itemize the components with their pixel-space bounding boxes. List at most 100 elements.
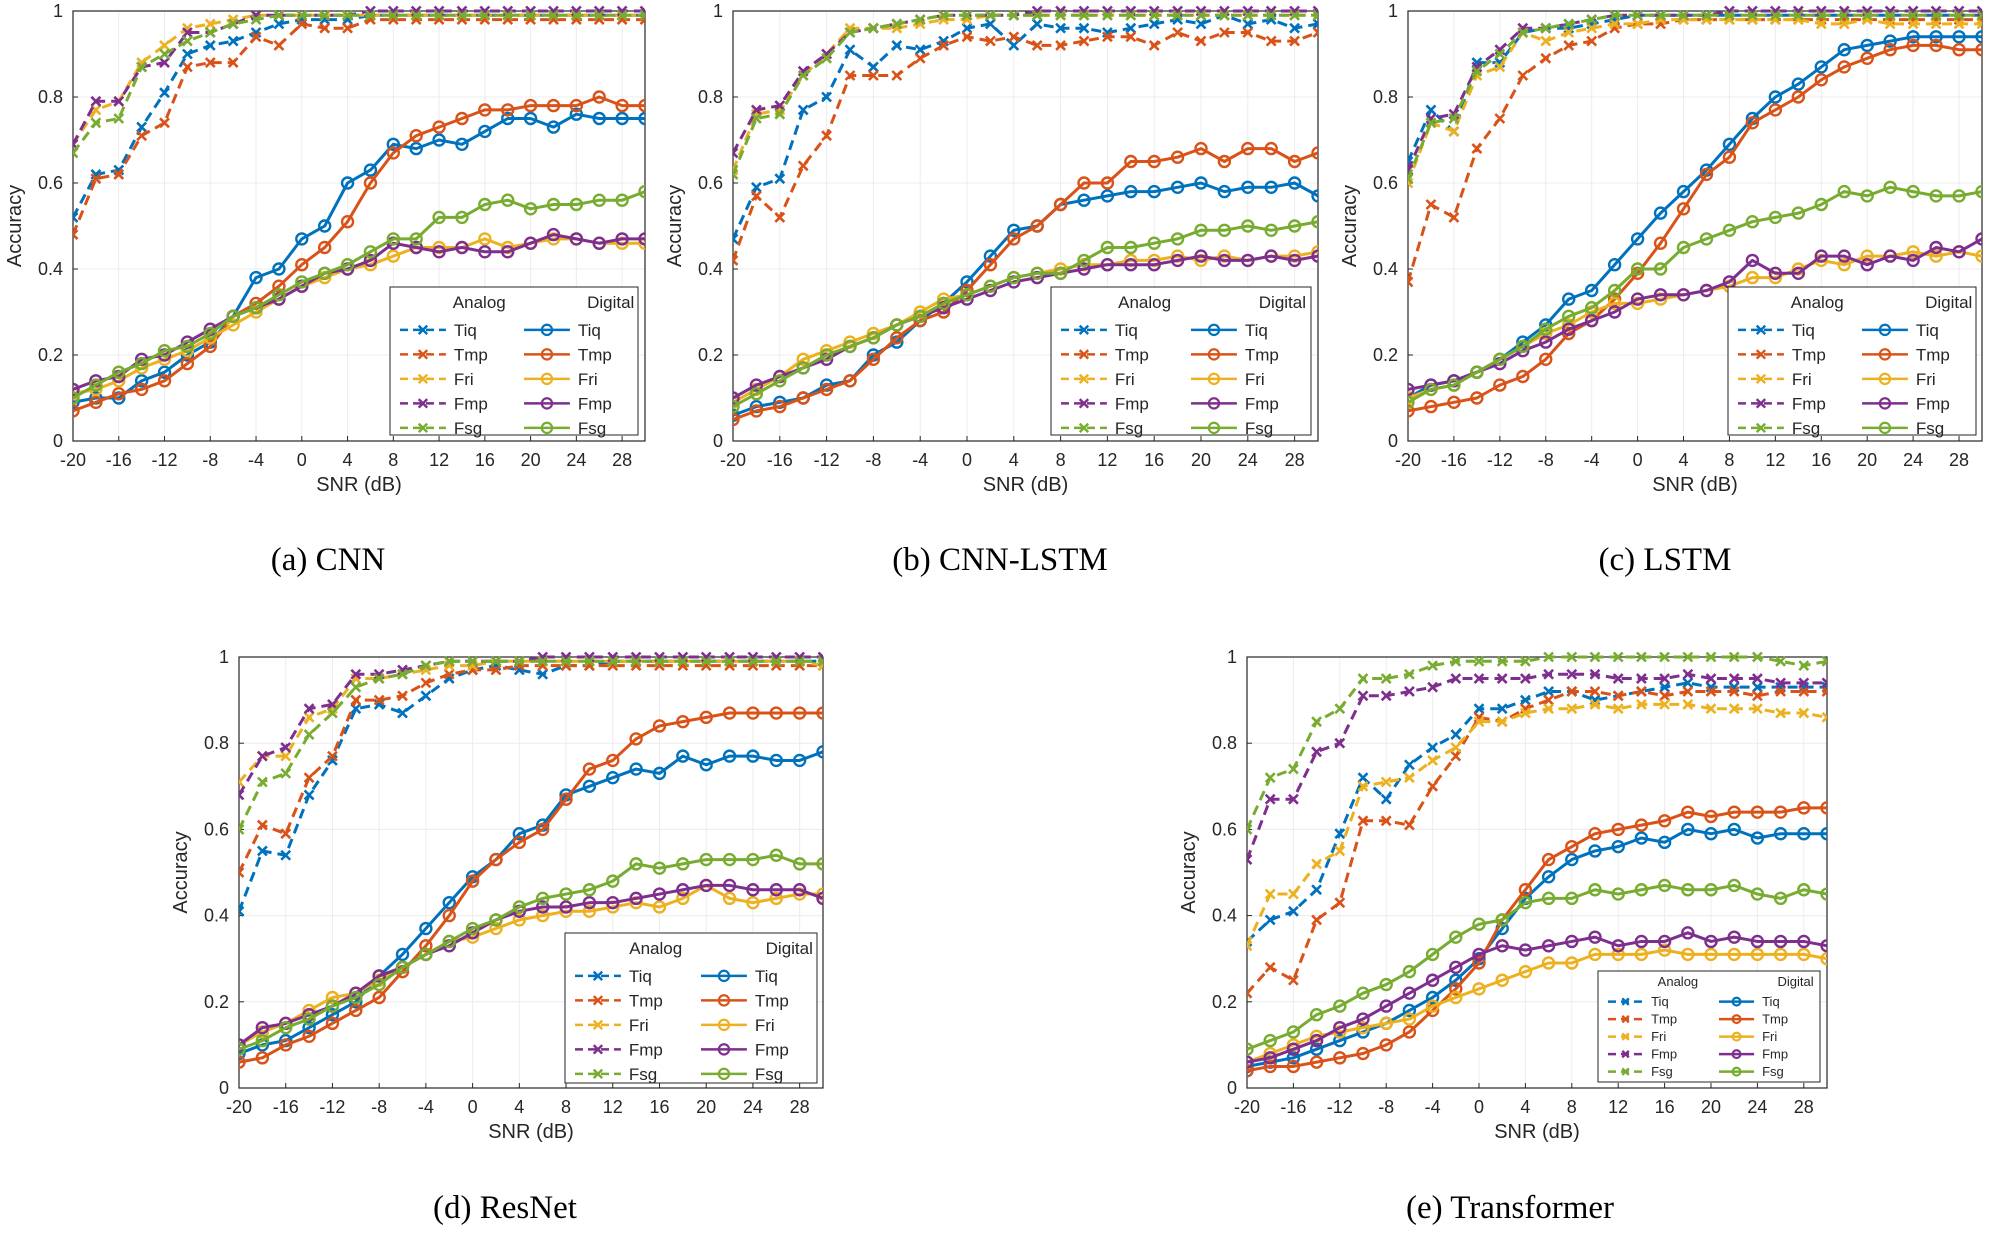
data-point-x-marker bbox=[548, 9, 559, 21]
data-point-circle-marker bbox=[1247, 1064, 1254, 1078]
data-point-circle-marker bbox=[1124, 240, 1138, 255]
data-point-circle-marker bbox=[1402, 1003, 1417, 1018]
data-point-circle-marker bbox=[134, 382, 149, 397]
legend-label-digital-fri: Fri bbox=[755, 1016, 775, 1035]
legend-label-digital-fmp: Fmp bbox=[1245, 394, 1279, 413]
data-point-circle-marker bbox=[512, 900, 527, 914]
y-tick-label: 0.8 bbox=[204, 733, 229, 753]
series-line-analog-tmp bbox=[239, 664, 823, 874]
data-point-x-marker bbox=[1728, 651, 1740, 663]
y-tick-label: 0.8 bbox=[698, 87, 723, 107]
x-tick-label: -16 bbox=[106, 450, 132, 470]
data-point-x-marker bbox=[1798, 686, 1810, 697]
data-point-circle-marker bbox=[419, 921, 433, 936]
data-point-x-marker bbox=[1586, 22, 1598, 34]
data-point-circle-marker bbox=[746, 895, 760, 910]
data-point-circle-marker bbox=[1929, 249, 1943, 263]
data-point-circle-marker bbox=[1147, 258, 1161, 272]
y-tick-label: 1 bbox=[219, 647, 229, 667]
series-line-digital-tmp bbox=[1247, 806, 1827, 1073]
y-tick-label: 0.8 bbox=[1212, 733, 1237, 753]
x-tick-label: 28 bbox=[1949, 450, 1969, 470]
data-point-circle-marker bbox=[1952, 43, 1966, 57]
y-tick-label: 0.4 bbox=[1212, 906, 1237, 926]
data-point-x-marker bbox=[1264, 961, 1276, 973]
data-point-x-marker bbox=[750, 104, 762, 116]
data-point-circle-marker bbox=[606, 874, 620, 888]
legend-circle-marker bbox=[1878, 348, 1892, 361]
data-point-x-marker bbox=[1450, 655, 1462, 667]
legend-header-analog: Analog bbox=[1118, 293, 1171, 312]
legend-circle-marker bbox=[1878, 323, 1892, 337]
legend-circle-marker bbox=[1731, 1031, 1742, 1042]
legend-x-marker bbox=[1755, 422, 1767, 433]
y-tick-label: 0.6 bbox=[698, 173, 723, 193]
chart-panel-4: -20 -16 -12 -8 -4 0 4 8 12 16 20 24 28 0 0.2 0.4 0.6 0.8 1… bbox=[170, 647, 824, 1226]
data-point-x-marker bbox=[1031, 9, 1043, 21]
x-tick-label: 16 bbox=[1144, 450, 1164, 470]
data-point-circle-marker bbox=[792, 706, 807, 720]
data-point-x-marker bbox=[1448, 125, 1460, 137]
data-point-circle-marker bbox=[1657, 943, 1672, 957]
x-tick-label: -20 bbox=[1234, 1097, 1260, 1117]
y-tick-label: 0.4 bbox=[1373, 259, 1398, 279]
data-point-circle-marker bbox=[395, 960, 410, 975]
data-point-circle-marker bbox=[239, 1042, 246, 1056]
data-point-circle-marker bbox=[1217, 154, 1232, 169]
data-point-circle-marker bbox=[606, 895, 620, 910]
data-point-circle-marker bbox=[1634, 831, 1649, 845]
data-point-x-marker bbox=[467, 655, 479, 667]
data-point-circle-marker bbox=[1333, 1020, 1347, 1035]
data-point-circle-marker bbox=[1773, 891, 1788, 906]
legend-x-marker bbox=[1755, 324, 1767, 335]
data-point-x-marker bbox=[844, 44, 856, 56]
data-point-x-marker bbox=[750, 190, 762, 202]
data-point-circle-marker bbox=[676, 883, 690, 897]
data-point-circle-marker bbox=[432, 133, 446, 147]
data-point-circle-marker bbox=[1773, 827, 1788, 841]
data-point-circle-marker bbox=[699, 878, 713, 893]
data-point-circle-marker bbox=[1704, 883, 1718, 897]
legend-x-marker bbox=[1755, 349, 1767, 360]
data-point-x-marker bbox=[1632, 9, 1644, 21]
data-point-x-marker bbox=[1724, 9, 1735, 21]
legend-circle-marker bbox=[1731, 1066, 1742, 1077]
legend-label-digital-tiq: Tiq bbox=[1762, 994, 1780, 1009]
data-point-circle-marker bbox=[1906, 30, 1920, 44]
y-tick-label: 0.2 bbox=[698, 345, 723, 365]
data-point-x-marker bbox=[1682, 677, 1694, 689]
legend-label-analog-tmp: Tmp bbox=[1115, 345, 1149, 364]
data-point-circle-marker bbox=[1217, 184, 1232, 199]
legend-circle-marker bbox=[1878, 397, 1892, 410]
x-tick-label: -4 bbox=[1584, 450, 1600, 470]
data-point-circle-marker bbox=[325, 990, 340, 1005]
x-tick-label: 24 bbox=[1747, 1097, 1767, 1117]
data-point-x-marker bbox=[181, 48, 193, 60]
data-point-circle-marker bbox=[1472, 956, 1486, 970]
data-point-x-marker bbox=[319, 22, 331, 34]
x-tick-label: -12 bbox=[319, 1097, 345, 1117]
legend-label-digital-tiq: Tiq bbox=[755, 967, 778, 986]
data-point-x-marker bbox=[1540, 22, 1552, 34]
series-layer bbox=[1408, 5, 1982, 418]
data-point-circle-marker bbox=[638, 232, 645, 246]
x-tick-label: 24 bbox=[743, 1097, 763, 1117]
data-point-circle-marker bbox=[1657, 878, 1672, 893]
data-point-circle-marker bbox=[1883, 34, 1897, 48]
legend-x-marker bbox=[592, 1068, 604, 1079]
data-point-circle-marker bbox=[1860, 258, 1874, 272]
data-point-circle-marker bbox=[749, 387, 764, 401]
legend-circle-marker bbox=[1731, 1014, 1742, 1025]
data-point-circle-marker bbox=[1124, 184, 1138, 199]
x-tick-label: 4 bbox=[1520, 1097, 1530, 1117]
data-point-circle-marker bbox=[843, 339, 857, 354]
data-point-circle-marker bbox=[501, 103, 515, 117]
data-point-x-marker bbox=[891, 39, 903, 51]
data-point-circle-marker bbox=[226, 309, 240, 323]
data-point-x-marker bbox=[1125, 22, 1137, 34]
data-point-x-marker bbox=[1172, 9, 1184, 21]
data-point-x-marker bbox=[1494, 61, 1506, 73]
data-point-x-marker bbox=[821, 52, 833, 64]
data-point-x-marker bbox=[250, 31, 262, 43]
data-point-x-marker bbox=[342, 22, 353, 34]
